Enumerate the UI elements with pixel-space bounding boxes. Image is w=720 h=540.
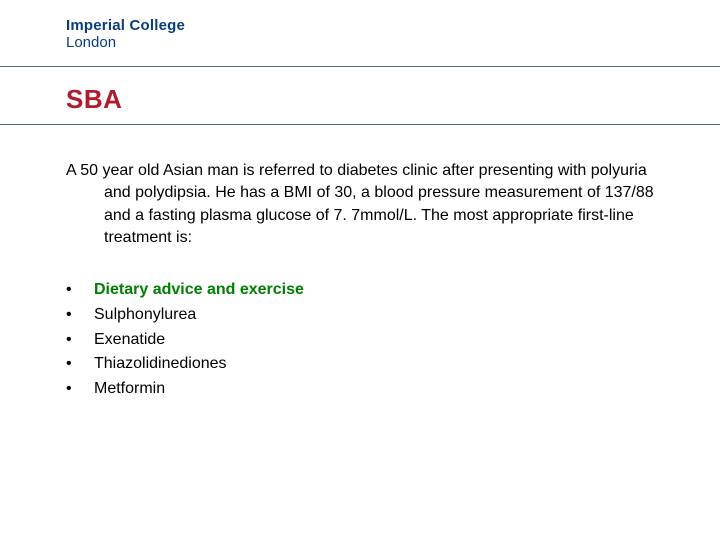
bullet-icon: • [66, 328, 94, 353]
institution-logo: Imperial College London [66, 18, 185, 51]
list-item: • Exenatide [66, 328, 666, 353]
logo-line2: London [66, 35, 185, 52]
list-item: • Metformin [66, 377, 666, 402]
option-label: Thiazolidinediones [94, 352, 666, 377]
bullet-icon: • [66, 352, 94, 377]
question-block: A 50 year old Asian man is referred to d… [66, 160, 666, 250]
divider-bottom [0, 124, 720, 125]
slide: Imperial College London SBA A 50 year ol… [0, 0, 720, 540]
logo-line1: Imperial College [66, 18, 185, 35]
option-label: Metformin [94, 377, 666, 402]
option-label: Sulphonylurea [94, 303, 666, 328]
list-item: • Thiazolidinediones [66, 352, 666, 377]
options-list: • Dietary advice and exercise • Sulphony… [66, 278, 666, 402]
option-label: Dietary advice and exercise [94, 278, 666, 303]
bullet-icon: • [66, 278, 94, 303]
option-label: Exenatide [94, 328, 666, 353]
question-text: A 50 year old Asian man is referred to d… [66, 160, 666, 250]
list-item: • Sulphonylurea [66, 303, 666, 328]
list-item: • Dietary advice and exercise [66, 278, 666, 303]
bullet-icon: • [66, 377, 94, 402]
divider-top [0, 66, 720, 67]
slide-title: SBA [66, 84, 122, 115]
bullet-icon: • [66, 303, 94, 328]
